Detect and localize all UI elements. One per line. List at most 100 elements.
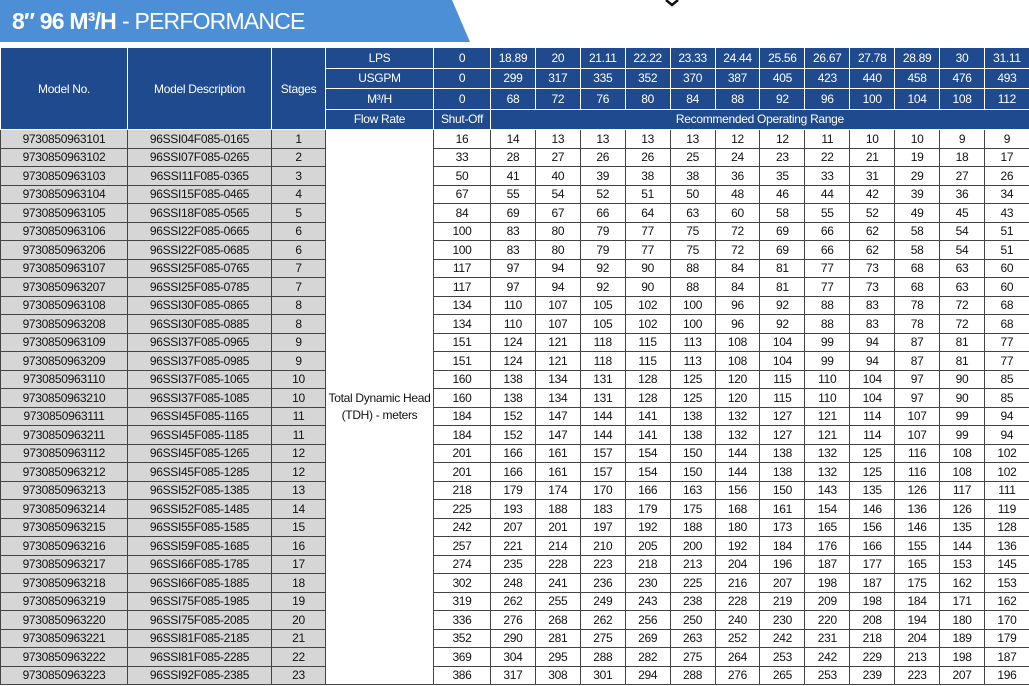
head-value: 26 — [579, 147, 626, 167]
stages: 2 — [271, 147, 326, 167]
table-row: 9730850963222 96SSI81F085-2285 22 369 304 295… — [0, 647, 1029, 667]
head-value: 213 — [669, 554, 716, 574]
head-value: 14 — [490, 129, 536, 149]
model-description: 96SSI81F085-2285 — [127, 647, 272, 667]
head-value: 184 — [894, 591, 941, 611]
head-value: 295 — [534, 647, 581, 667]
head-value: 33 — [433, 147, 491, 167]
model-no: 9730850963109 — [0, 332, 128, 352]
head-value: 138 — [490, 369, 536, 389]
head-value: 162 — [939, 573, 985, 593]
head-value: 73 — [849, 258, 896, 278]
head-value: 100 — [669, 314, 716, 334]
head-value: 52 — [579, 184, 626, 204]
stages: 6 — [271, 221, 326, 241]
model-description: 96SSI45F085-1285 — [127, 462, 272, 482]
head-value: 183 — [579, 499, 626, 519]
head-value: 73 — [849, 277, 896, 297]
head-value: 282 — [624, 647, 671, 667]
head-value: 107 — [894, 406, 941, 426]
flow-value: 112 — [983, 88, 1029, 110]
head-value: 150 — [669, 443, 716, 463]
head-value: 281 — [534, 628, 581, 648]
flow-value: 20 — [534, 47, 581, 69]
head-value: 275 — [669, 647, 716, 667]
head-value: 144 — [579, 425, 626, 445]
head-value: 176 — [804, 536, 851, 556]
flow-value: 25.56 — [759, 47, 806, 69]
head-value: 198 — [849, 591, 896, 611]
head-value: 84 — [714, 258, 761, 278]
head-value: 151 — [433, 351, 491, 371]
head-value: 126 — [939, 499, 985, 519]
table-row: 9730850963210 96SSI37F085-1085 10 160 138 134… — [0, 388, 1029, 408]
head-value: 13 — [534, 129, 581, 149]
stages: 8 — [271, 314, 326, 334]
head-value: 110 — [804, 388, 851, 408]
head-value: 193 — [490, 499, 536, 519]
head-value: 150 — [669, 462, 716, 482]
table-row: 9730850963216 96SSI59F085-1685 16 257 221 214… — [0, 536, 1029, 556]
head-value: 116 — [894, 443, 941, 463]
flow-value: 0 — [433, 47, 491, 69]
head-value: 219 — [759, 591, 806, 611]
head-value: 162 — [983, 591, 1029, 611]
head-value: 175 — [669, 499, 716, 519]
head-value: 250 — [669, 610, 716, 630]
head-value: 231 — [804, 628, 851, 648]
head-value: 99 — [804, 332, 851, 352]
head-value: 152 — [490, 425, 536, 445]
head-value: 204 — [894, 628, 941, 648]
head-value: 69 — [759, 240, 806, 260]
head-value: 64 — [624, 203, 671, 223]
head-value: 147 — [534, 425, 581, 445]
head-value: 201 — [433, 443, 491, 463]
head-value: 157 — [579, 443, 626, 463]
head-value: 207 — [939, 665, 985, 685]
head-value: 78 — [894, 314, 941, 334]
table-row: M³/H 0 68 72 76 80 84 88 92 96 100 104 108 112 — [1, 88, 1029, 110]
column-header: Model Description — [127, 47, 272, 130]
model-description: 96SSI37F085-0965 — [127, 332, 272, 352]
stages: 11 — [271, 406, 326, 426]
head-value: 111 — [983, 480, 1029, 500]
head-value: 90 — [939, 369, 985, 389]
flow-value: 26.67 — [804, 47, 851, 69]
flow-value: 76 — [579, 88, 626, 110]
head-value: 78 — [894, 295, 941, 315]
head-value: 208 — [849, 610, 896, 630]
head-value: 294 — [624, 665, 671, 685]
head-value: 269 — [624, 628, 671, 648]
head-value: 60 — [983, 258, 1029, 278]
model-description: 96SSI37F085-1085 — [127, 388, 272, 408]
head-value: 99 — [804, 351, 851, 371]
head-value: 141 — [624, 406, 671, 426]
flow-value: 317 — [534, 67, 581, 89]
head-value: 132 — [714, 425, 761, 445]
head-value: 13 — [624, 129, 671, 149]
head-value: 197 — [579, 517, 626, 537]
model-no: 9730850963107 — [0, 258, 128, 278]
model-no: 9730850963219 — [0, 591, 128, 611]
head-value: 10 — [894, 129, 941, 149]
head-value: 77 — [624, 221, 671, 241]
head-value: 97 — [894, 388, 941, 408]
head-value: 25 — [669, 147, 716, 167]
head-value: 80 — [534, 240, 581, 260]
model-description: 96SSI66F085-1885 — [127, 573, 272, 593]
model-description: 96SSI75F085-1985 — [127, 591, 272, 611]
model-no: 9730850963208 — [0, 314, 128, 334]
head-value: 121 — [804, 425, 851, 445]
head-value: 138 — [490, 388, 536, 408]
head-value: 36 — [714, 166, 761, 186]
flow-unit-label: M³/H — [325, 88, 434, 110]
head-value: 179 — [624, 499, 671, 519]
head-value: 116 — [894, 462, 941, 482]
head-value: 161 — [534, 443, 581, 463]
head-value: 23 — [759, 147, 806, 167]
head-value: 151 — [433, 332, 491, 352]
head-value: 155 — [894, 536, 941, 556]
head-value: 50 — [433, 166, 491, 186]
head-value: 263 — [669, 628, 716, 648]
head-value: 236 — [579, 573, 626, 593]
